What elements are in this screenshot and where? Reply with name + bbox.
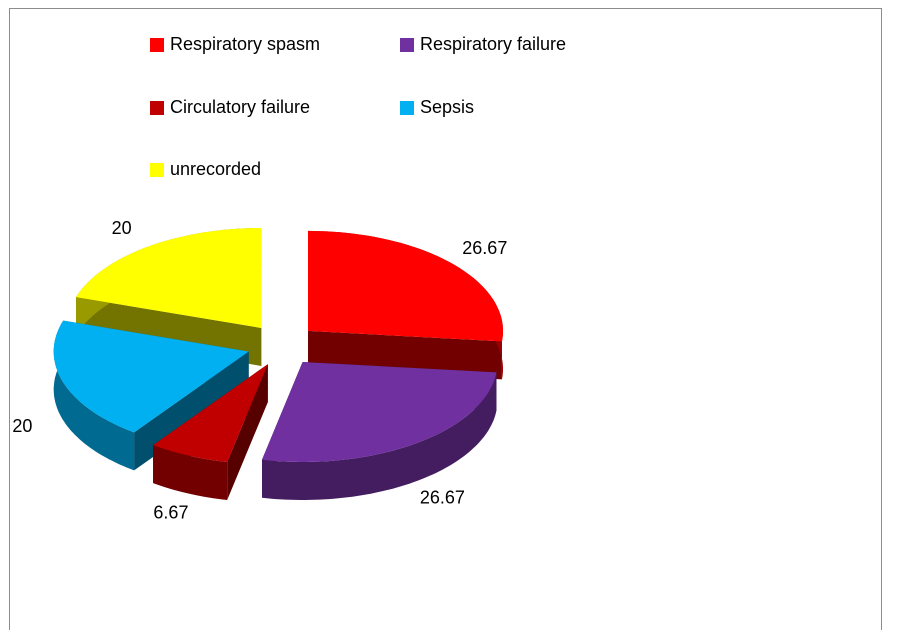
slice-top [76,228,262,328]
slice-top [153,364,268,462]
legend-swatch [150,101,164,115]
legend-swatch [150,38,164,52]
legend-label: Circulatory failure [170,97,310,117]
pie-slice [262,362,497,500]
legend-label: Respiratory failure [420,34,566,54]
data-label: 20 [112,218,132,238]
slice-top [308,230,503,342]
slice-side [153,445,228,500]
pie-slice [153,364,268,500]
data-label: 6.67 [153,502,188,522]
slice-top [53,320,249,433]
legend-label: Sepsis [420,97,474,117]
slice-side [262,372,497,500]
legend-label: Respiratory spasm [170,34,320,54]
slice-top [262,362,497,462]
data-label: 20 [12,416,32,436]
legend-label: unrecorded [170,159,261,179]
slice-side [53,320,135,471]
legend-swatch [150,163,164,177]
data-label: 26.67 [420,487,465,507]
data-label: 26.67 [462,238,507,258]
legend-swatch [400,101,414,115]
legend-swatch [400,38,414,52]
